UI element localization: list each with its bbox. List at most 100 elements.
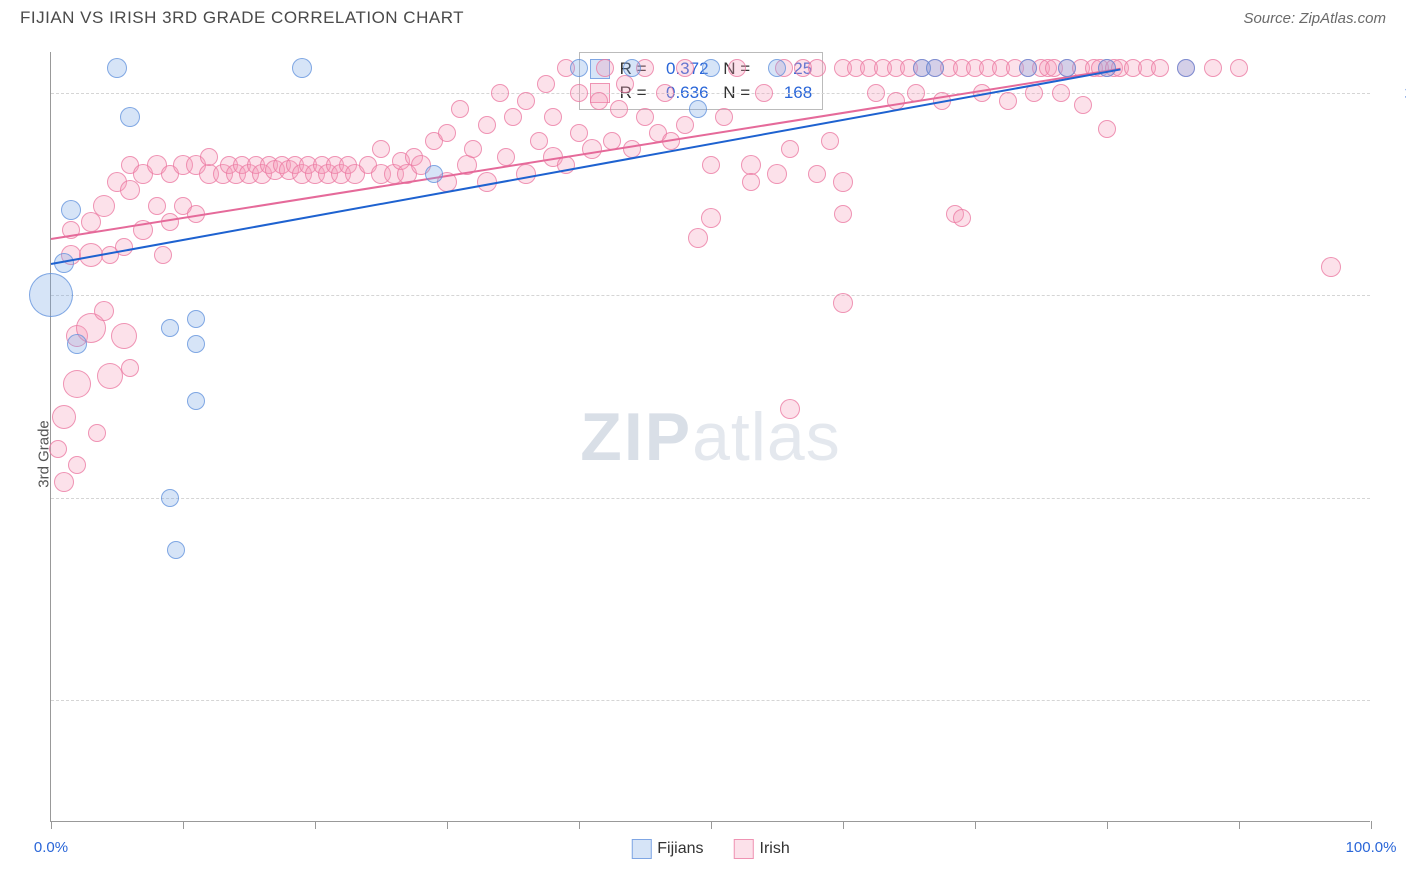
x-tick	[51, 821, 52, 829]
irish-point	[491, 84, 509, 102]
irish-point	[504, 108, 522, 126]
y-tick-label: 95.0%	[1380, 489, 1406, 506]
y-tick-label: 97.5%	[1380, 287, 1406, 304]
irish-point	[728, 59, 746, 77]
watermark: ZIPatlas	[580, 398, 840, 476]
irish-point	[63, 370, 91, 398]
irish-point	[676, 116, 694, 134]
irish-point	[688, 228, 708, 248]
fijians-point	[61, 200, 81, 220]
irish-point	[702, 156, 720, 174]
fijians-point	[768, 59, 786, 77]
fijians-point	[120, 107, 140, 127]
irish-point	[438, 124, 456, 142]
irish-point	[94, 301, 114, 321]
fijians-point	[570, 59, 588, 77]
fijians-point	[702, 59, 720, 77]
x-tick	[975, 821, 976, 829]
irish-point	[1074, 96, 1092, 114]
irish-point	[1230, 59, 1248, 77]
x-tick	[843, 821, 844, 829]
fijians-point	[1019, 59, 1037, 77]
fijians-point	[926, 59, 944, 77]
irish-point	[610, 100, 628, 118]
fijians-point	[1058, 59, 1076, 77]
irish-point	[1204, 59, 1222, 77]
fijians-point	[187, 335, 205, 353]
irish-point	[676, 59, 694, 77]
irish-point	[111, 323, 137, 349]
irish-point	[54, 472, 74, 492]
irish-point	[742, 173, 760, 191]
irish-point	[887, 92, 905, 110]
x-tick	[447, 821, 448, 829]
irish-point	[1151, 59, 1169, 77]
irish-point	[154, 246, 172, 264]
legend-item-fijians: Fijians	[631, 839, 703, 859]
x-tick	[315, 821, 316, 829]
y-tick-label: 92.5%	[1380, 692, 1406, 709]
irish-point	[999, 92, 1017, 110]
irish-point	[148, 197, 166, 215]
irish-point	[656, 84, 674, 102]
irish-point	[120, 180, 140, 200]
legend-item-irish: Irish	[734, 839, 790, 859]
gridline-h	[51, 295, 1370, 296]
fijians-point	[67, 334, 87, 354]
irish-point	[570, 124, 588, 142]
irish-point	[715, 108, 733, 126]
x-tick	[1371, 821, 1372, 829]
y-tick-label: 100.0%	[1380, 84, 1406, 101]
fijians-point	[689, 100, 707, 118]
irish-point	[97, 363, 123, 389]
fijians-point	[425, 165, 443, 183]
irish-point	[570, 84, 588, 102]
fijians-point	[161, 319, 179, 337]
irish-point	[544, 108, 562, 126]
x-tick	[579, 821, 580, 829]
plot-area: ZIPatlas R =0.372 N =25R =0.636 N =168 F…	[50, 52, 1370, 822]
irish-point	[372, 140, 390, 158]
irish-point	[701, 208, 721, 228]
irish-point	[530, 132, 548, 150]
irish-point	[780, 399, 800, 419]
fijians-point	[292, 58, 312, 78]
irish-point	[590, 92, 608, 110]
irish-point	[464, 140, 482, 158]
x-tick	[711, 821, 712, 829]
irish-point	[451, 100, 469, 118]
x-tick	[1239, 821, 1240, 829]
x-tick-label: 0.0%	[34, 839, 68, 856]
fijians-point	[187, 310, 205, 328]
irish-point	[833, 172, 853, 192]
fijians-point	[1177, 59, 1195, 77]
fijians-point	[29, 273, 73, 317]
irish-point	[52, 405, 76, 429]
fijians-point	[187, 392, 205, 410]
irish-point	[808, 165, 826, 183]
gridline-h	[51, 700, 1370, 701]
irish-point	[200, 148, 218, 166]
irish-point	[93, 195, 115, 217]
irish-point	[88, 424, 106, 442]
fijians-point	[1098, 59, 1116, 77]
x-tick-label: 100.0%	[1346, 839, 1397, 856]
irish-point	[49, 440, 67, 458]
irish-point	[121, 359, 139, 377]
irish-point	[781, 140, 799, 158]
irish-point	[517, 92, 535, 110]
irish-point	[1098, 120, 1116, 138]
series-legend: Fijians Irish	[631, 839, 789, 859]
irish-point	[478, 116, 496, 134]
chart-title: FIJIAN VS IRISH 3RD GRADE CORRELATION CH…	[20, 8, 464, 28]
chart-container: 3rd Grade ZIPatlas R =0.372 N =25R =0.63…	[0, 34, 1406, 874]
irish-point	[1052, 84, 1070, 102]
irish-point	[596, 59, 614, 77]
irish-point	[833, 293, 853, 313]
irish-point	[516, 164, 536, 184]
gridline-h	[51, 93, 1370, 94]
irish-point	[1321, 257, 1341, 277]
source-attribution: Source: ZipAtlas.com	[1243, 10, 1386, 27]
x-tick	[183, 821, 184, 829]
irish-point	[636, 108, 654, 126]
